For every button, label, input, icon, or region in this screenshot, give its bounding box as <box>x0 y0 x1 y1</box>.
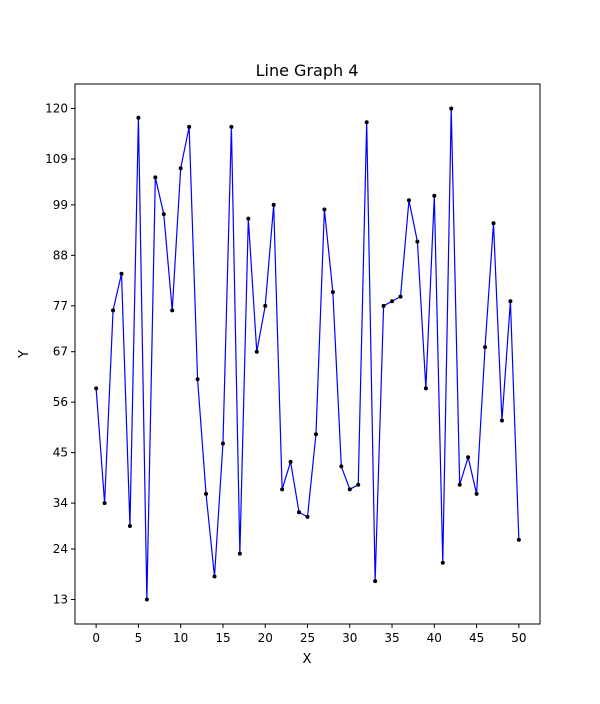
data-point <box>499 418 504 423</box>
data-point <box>94 386 99 391</box>
data-point <box>483 345 488 350</box>
data-point <box>364 120 369 125</box>
data-point <box>212 574 217 579</box>
y-tick-label: 45 <box>53 446 68 460</box>
x-tick-label: 30 <box>342 631 357 645</box>
y-tick-label: 13 <box>53 592 68 606</box>
data-point <box>423 386 428 391</box>
data-point <box>136 115 141 120</box>
data-point <box>339 464 344 469</box>
data-point <box>440 560 445 565</box>
data-point <box>271 202 276 207</box>
data-point <box>474 491 479 496</box>
data-point <box>280 487 285 492</box>
data-point <box>263 303 268 308</box>
x-tick-label: 20 <box>258 631 273 645</box>
data-point <box>373 579 378 584</box>
data-point <box>102 501 107 506</box>
data-point <box>390 299 395 304</box>
data-point <box>204 491 209 496</box>
y-tick-label: 77 <box>53 299 68 313</box>
data-point <box>178 166 183 171</box>
data-point <box>170 308 175 313</box>
data-point <box>305 514 310 519</box>
y-tick-label: 120 <box>45 102 68 116</box>
y-axis-title: Y <box>17 350 32 359</box>
x-tick-label: 25 <box>300 631 315 645</box>
data-point <box>466 455 471 460</box>
y-tick-label: 24 <box>53 542 68 556</box>
data-point <box>398 294 403 299</box>
data-point <box>516 537 521 542</box>
data-point <box>449 106 454 111</box>
x-tick-label: 50 <box>511 631 526 645</box>
x-tick-label: 5 <box>135 631 143 645</box>
data-point <box>297 510 302 515</box>
data-point <box>127 524 132 529</box>
y-axis: 13 24 34 45 56 67 77 88 99 109 120 <box>45 102 75 606</box>
data-point <box>356 482 361 487</box>
data-point <box>330 290 335 295</box>
x-tick-label: 0 <box>92 631 100 645</box>
data-point <box>491 221 496 226</box>
chart-title: Line Graph 4 <box>256 61 359 80</box>
data-point <box>220 441 225 446</box>
y-tick-label: 67 <box>53 345 68 359</box>
x-tick-label: 45 <box>469 631 484 645</box>
data-point <box>432 193 437 198</box>
data-point <box>111 308 116 313</box>
data-point <box>153 175 158 180</box>
data-point <box>508 299 513 304</box>
data-point <box>288 459 293 464</box>
y-tick-label: 109 <box>45 152 68 166</box>
data-point <box>187 124 192 129</box>
x-tick-label: 15 <box>215 631 230 645</box>
data-point <box>144 597 149 602</box>
x-tick-label: 10 <box>173 631 188 645</box>
data-point <box>415 239 420 244</box>
y-tick-label: 56 <box>53 395 68 409</box>
y-tick-label: 34 <box>53 496 68 510</box>
data-point <box>229 124 234 129</box>
series-line <box>95 107 520 601</box>
data-point <box>195 377 200 382</box>
data-point <box>237 551 242 556</box>
x-tick-label: 35 <box>384 631 399 645</box>
data-point <box>322 207 327 212</box>
data-point <box>254 349 259 354</box>
data-point <box>406 198 411 203</box>
x-axis-title: X <box>303 652 312 667</box>
data-point <box>119 271 124 276</box>
y-tick-label: 99 <box>53 198 68 212</box>
plot-area <box>94 106 521 602</box>
data-point <box>246 216 251 221</box>
x-tick-label: 40 <box>427 631 442 645</box>
data-point <box>313 432 318 437</box>
data-point <box>381 303 386 308</box>
y-tick-label: 88 <box>53 248 68 262</box>
data-point <box>347 487 352 492</box>
data-point <box>457 482 462 487</box>
data-point <box>161 212 166 217</box>
x-axis: 0 5 10 15 20 25 30 35 40 45 50 <box>92 624 527 645</box>
plot-frame <box>74 83 541 625</box>
